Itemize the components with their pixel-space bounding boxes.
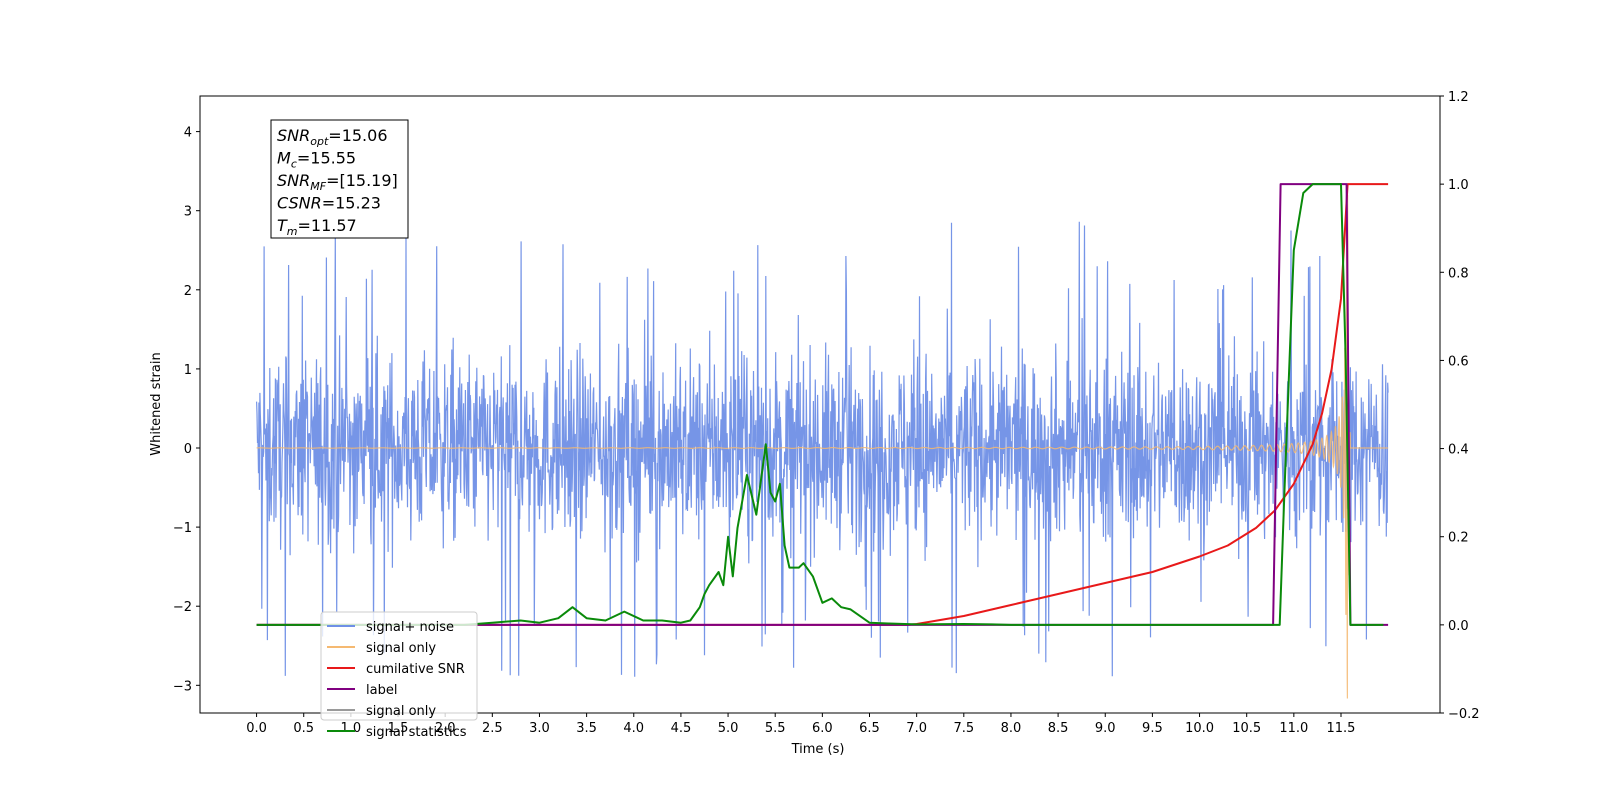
y-tick-label: 0 <box>184 442 192 457</box>
y2-tick-label: 0.8 <box>1448 266 1469 281</box>
x-tick-label: 1.0 <box>341 721 362 736</box>
annotation-value: =[15.19] <box>326 171 398 190</box>
x-tick-label: 10.0 <box>1185 721 1214 736</box>
y-tick-label: −2 <box>173 600 192 615</box>
annotation-symbol: M <box>277 149 291 168</box>
x-tick-label: 9.5 <box>1142 721 1163 736</box>
y-tick-label: 1 <box>184 363 192 378</box>
x-tick-label: 3.5 <box>576 721 597 736</box>
series-signal-noise <box>256 221 1389 677</box>
annotation-subscript: c <box>291 158 297 171</box>
annotation-value: =15.23 <box>322 194 381 213</box>
series-layer <box>256 183 1389 699</box>
legend: signal+ noise signal only cumilative SNR la… <box>320 611 478 740</box>
annotation-symbol: SNR <box>277 171 310 190</box>
x-tick-label: 5.0 <box>718 721 739 736</box>
series-signal-statistics <box>256 183 1384 626</box>
legend-label: signal+ noise <box>366 620 454 635</box>
axes-layer: 0.0 0.5 1.0 1.5 2.0 2.5 3.0 3.5 4.0 4.5 5.0 5.5 6.0 6… <box>173 90 1480 736</box>
legend-label: signal only <box>366 641 436 656</box>
legend-label: signal statistics <box>366 725 467 740</box>
y-tick-label: 2 <box>184 284 192 299</box>
y2-tick-label: 0.2 <box>1448 531 1469 546</box>
y2-tick-label: 1.2 <box>1448 90 1469 105</box>
y-tick-label: 3 <box>184 205 192 220</box>
annotation-line: Mc=15.55 <box>277 149 356 171</box>
x-tick-label: 10.5 <box>1232 721 1261 736</box>
y2-tick-label: 1.0 <box>1448 178 1469 193</box>
legend-label: signal only <box>366 704 436 719</box>
annotation-symbol: SNR <box>277 126 310 145</box>
x-tick-label: 6.5 <box>859 721 880 736</box>
legend-label: label <box>366 683 397 698</box>
x-tick-label: 11.5 <box>1327 721 1356 736</box>
y-tick-label: −3 <box>173 679 192 694</box>
plot-frame <box>199 95 1441 714</box>
x-tick-label: 6.0 <box>812 721 833 736</box>
y2-tick-label: 0.4 <box>1448 443 1469 458</box>
y-tick-label: 4 <box>184 126 192 141</box>
x-tick-label: 9.0 <box>1095 721 1116 736</box>
x-tick-label: 1.5 <box>388 721 409 736</box>
annotation-line: SNRMF=[15.19] <box>277 171 398 193</box>
annotation-line: SNRopt=15.06 <box>277 126 388 148</box>
x-tick-label: 7.5 <box>953 721 974 736</box>
x-tick-label: 3.0 <box>529 721 550 736</box>
annotation-symbol: T <box>277 216 288 235</box>
annotation-line: CSNR=15.23 <box>277 194 381 213</box>
annotation-box: SNRopt=15.06Mc=15.55SNRMF=[15.19]CSNR=15… <box>270 119 409 239</box>
annotation-subscript: MF <box>310 180 326 193</box>
annotation-symbol: CSNR <box>277 194 322 213</box>
y2-tick-label: 0.6 <box>1448 354 1469 369</box>
x-tick-label: 11.0 <box>1279 721 1308 736</box>
y2-tick-label: −0.2 <box>1448 707 1480 722</box>
series-signal-only <box>256 194 1389 699</box>
legend-label: cumilative SNR <box>366 662 465 677</box>
annotation-value: =15.55 <box>297 149 356 168</box>
annotation-subscript: opt <box>310 135 329 148</box>
y2-tick-label: 0.0 <box>1448 619 1469 634</box>
annotation-subscript: m <box>287 225 298 238</box>
annotation-value: =11.57 <box>298 216 357 235</box>
x-tick-label: 2.5 <box>482 721 503 736</box>
legend-frame <box>320 611 478 721</box>
series-cumilative-snr <box>256 183 1389 626</box>
annotation-frame <box>270 119 409 239</box>
annotation-value: =15.06 <box>328 126 387 145</box>
x-tick-label: 2.0 <box>435 721 456 736</box>
x-tick-label: 0.5 <box>293 721 314 736</box>
x-axis-label: Time (s) <box>791 742 845 757</box>
x-tick-label: 0.0 <box>246 721 267 736</box>
x-tick-label: 5.5 <box>765 721 786 736</box>
y-axis-label: Whitened strain <box>149 352 164 455</box>
x-tick-label: 8.0 <box>1001 721 1022 736</box>
x-tick-label: 7.0 <box>906 721 927 736</box>
x-tick-label: 8.5 <box>1048 721 1069 736</box>
annotation-line: Tm=11.57 <box>277 216 357 238</box>
x-tick-label: 4.5 <box>671 721 692 736</box>
y-tick-label: −1 <box>173 521 192 536</box>
x-tick-label: 4.0 <box>623 721 644 736</box>
